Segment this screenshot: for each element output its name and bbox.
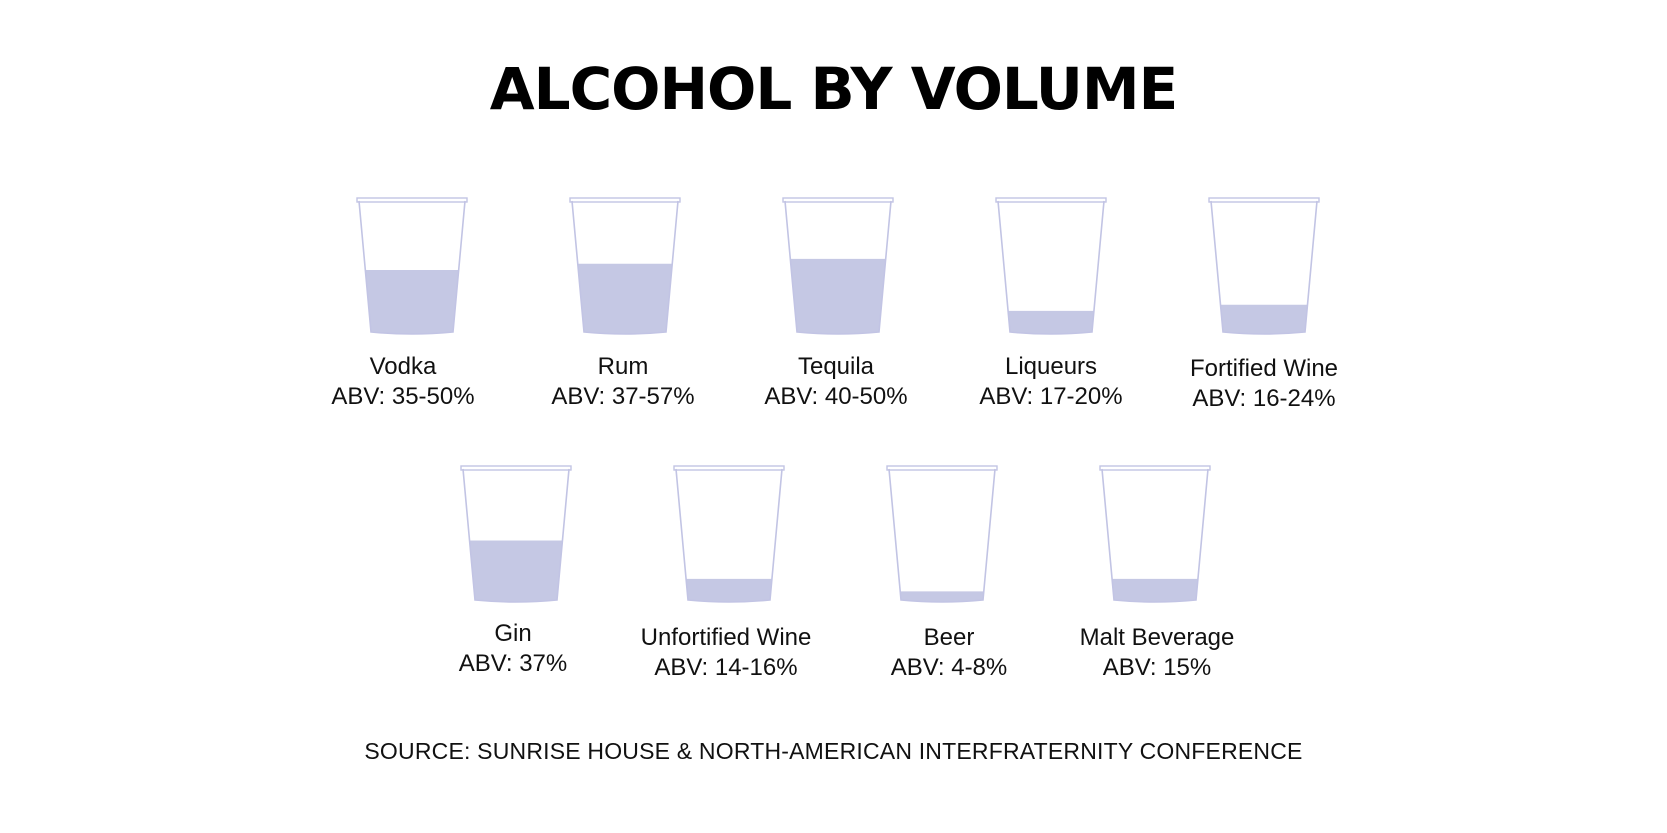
glass-outline	[571, 200, 679, 335]
liquid-fill	[900, 591, 984, 602]
drink-label-fortified-wine: Fortified Wine ABV: 16-24%	[1154, 354, 1374, 414]
glass-rim	[356, 197, 468, 203]
glass-graphic	[782, 197, 894, 335]
glass-rim	[995, 197, 1107, 203]
drink-label-tequila: Tequila ABV: 40-50%	[726, 352, 946, 412]
liquid-fill	[365, 270, 459, 334]
drink-label-unfortified-wine: Unfortified Wine ABV: 14-16%	[616, 623, 836, 683]
glass-graphic	[1208, 197, 1320, 335]
glass-liqueurs	[995, 197, 1107, 338]
glass-rim	[782, 197, 894, 203]
liquid-fill	[790, 258, 886, 334]
glass-outline	[675, 468, 783, 603]
drink-label-beer: Beer ABV: 4-8%	[839, 623, 1059, 683]
drink-abv: ABV: 37-57%	[551, 383, 695, 410]
drink-name: Malt Beverage	[1079, 624, 1235, 651]
glass-gin	[460, 465, 572, 606]
source-note: SOURCE: SUNRISE HOUSE & NORTH-AMERICAN I…	[364, 738, 1303, 764]
glass-malt-beverage	[1099, 465, 1211, 606]
liquid-fill	[1008, 310, 1094, 334]
glass-rim	[673, 465, 785, 471]
drink-abv: ABV: 40-50%	[764, 383, 908, 410]
liquid-fill	[686, 578, 772, 602]
glass-graphic	[1099, 465, 1211, 603]
glass-rim	[1208, 197, 1320, 203]
glass-outline	[1101, 468, 1209, 603]
drink-label-vodka: Vodka ABV: 35-50%	[293, 352, 513, 412]
glass-vodka	[356, 197, 468, 338]
glass-outline	[997, 200, 1105, 335]
chart-title: ALCOHOL BY VOLUME	[489, 55, 1178, 123]
drink-name: Rum	[597, 353, 649, 380]
glass-outline	[1210, 200, 1318, 335]
liquid-fill	[1112, 578, 1198, 602]
glass-graphic	[460, 465, 572, 603]
glass-outline	[784, 200, 892, 335]
drink-abv: ABV: 16-24%	[1192, 385, 1336, 412]
drink-label-rum: Rum ABV: 37-57%	[513, 352, 733, 412]
glass-outline	[888, 468, 996, 603]
glass-graphic	[569, 197, 681, 335]
glass-graphic	[886, 465, 998, 603]
drink-abv: ABV: 35-50%	[331, 383, 475, 410]
drink-name: Tequila	[797, 353, 875, 380]
liquid-fill	[1220, 304, 1308, 334]
drink-name: Vodka	[369, 353, 437, 380]
drink-name: Unfortified Wine	[640, 624, 812, 651]
drink-name: Fortified Wine	[1189, 355, 1339, 382]
glass-outline	[462, 468, 570, 603]
drink-abv: ABV: 37%	[458, 650, 568, 677]
liquid-fill	[577, 263, 673, 334]
drink-name: Beer	[923, 624, 975, 651]
drink-name: Gin	[494, 620, 532, 647]
drink-label-liqueurs: Liqueurs ABV: 17-20%	[941, 352, 1161, 412]
drink-abv: ABV: 15%	[1102, 654, 1212, 681]
drink-label-malt-beverage: Malt Beverage ABV: 15%	[1047, 623, 1267, 683]
glass-graphic	[995, 197, 1107, 335]
glass-unfortified-wine	[673, 465, 785, 606]
glass-outline	[358, 200, 466, 335]
glass-rim	[1099, 465, 1211, 471]
drink-abv: ABV: 4-8%	[890, 654, 1008, 681]
glass-rim	[569, 197, 681, 203]
glass-graphic	[356, 197, 468, 335]
drink-label-gin: Gin ABV: 37%	[403, 619, 623, 679]
glass-rim	[886, 465, 998, 471]
glass-graphic	[673, 465, 785, 603]
glass-beer	[886, 465, 998, 606]
drink-abv: ABV: 14-16%	[654, 654, 798, 681]
drink-abv: ABV: 17-20%	[979, 383, 1123, 410]
drink-name: Liqueurs	[1004, 353, 1098, 380]
glass-rim	[460, 465, 572, 471]
liquid-fill	[469, 540, 563, 602]
glass-fortified-wine	[1208, 197, 1320, 338]
glass-rum	[569, 197, 681, 338]
glass-tequila	[782, 197, 894, 338]
